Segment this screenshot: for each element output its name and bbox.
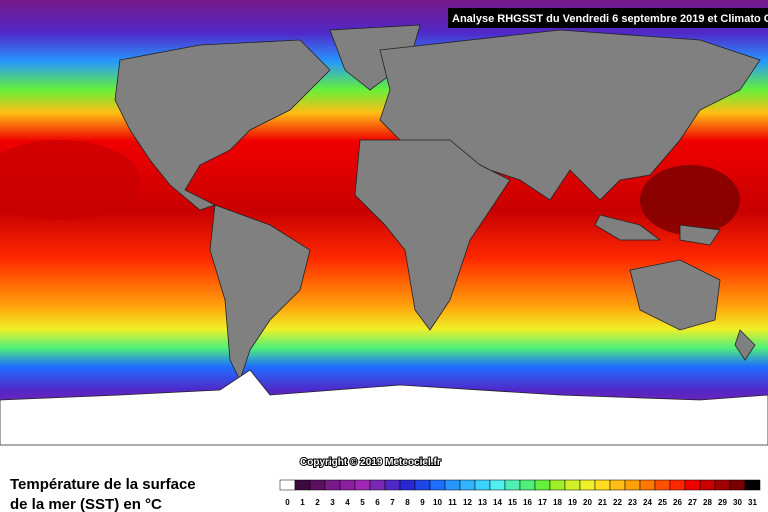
legend-swatch bbox=[639, 479, 656, 491]
legend-swatch bbox=[564, 479, 581, 491]
legend-swatch bbox=[339, 479, 356, 491]
australia bbox=[629, 259, 721, 331]
legend-label: 8 bbox=[405, 498, 410, 507]
legend-swatch bbox=[414, 479, 431, 491]
legend-label: 11 bbox=[448, 498, 457, 507]
legend-swatch bbox=[444, 479, 461, 491]
legend-swatch bbox=[669, 479, 686, 491]
south-america bbox=[209, 204, 311, 382]
indonesia bbox=[594, 214, 662, 241]
legend-label: 27 bbox=[688, 498, 697, 507]
legend-swatch bbox=[744, 479, 761, 491]
legend-swatch bbox=[714, 479, 731, 491]
legend-swatch bbox=[504, 479, 521, 491]
legend-label: 16 bbox=[523, 498, 532, 507]
credit: Copyright © 2019 Meteociel.fr bbox=[300, 457, 441, 468]
warm-pool bbox=[0, 140, 140, 220]
legend-swatch bbox=[654, 479, 671, 491]
legend-swatch bbox=[699, 479, 716, 491]
legend-swatch bbox=[594, 479, 611, 491]
legend-label: 31 bbox=[748, 498, 757, 507]
legend-label: 17 bbox=[538, 498, 547, 507]
legend-swatch bbox=[624, 479, 641, 491]
legend-swatch bbox=[489, 479, 506, 491]
legend-swatch bbox=[549, 479, 566, 491]
legend-label: 23 bbox=[628, 498, 637, 507]
legend-label: 15 bbox=[508, 498, 517, 507]
legend-label: 25 bbox=[658, 498, 667, 507]
north-america bbox=[114, 39, 331, 211]
legend-swatch bbox=[429, 479, 446, 491]
legend-label: 9 bbox=[420, 498, 425, 507]
legend-swatch bbox=[384, 479, 401, 491]
legend-label: 13 bbox=[478, 498, 487, 507]
legend-label: 18 bbox=[553, 498, 562, 507]
legend-label: 1 bbox=[300, 498, 305, 507]
legend-label: 24 bbox=[643, 498, 652, 507]
legend-label: 14 bbox=[493, 498, 502, 507]
header-box bbox=[448, 8, 768, 28]
header-title: Analyse RHGSST du Vendredi 6 septembre 2… bbox=[452, 13, 768, 25]
legend-label: 28 bbox=[703, 498, 712, 507]
legend-swatch bbox=[399, 479, 416, 491]
legend-swatch bbox=[474, 479, 491, 491]
legend-label: 10 bbox=[433, 498, 442, 507]
legend-swatch bbox=[729, 479, 746, 491]
legend-label: 20 bbox=[583, 498, 592, 507]
legend-label: 3 bbox=[330, 498, 335, 507]
legend-label: 26 bbox=[673, 498, 682, 507]
new-zealand bbox=[734, 329, 756, 361]
antarctica bbox=[0, 369, 768, 446]
legend-swatch bbox=[519, 479, 536, 491]
legend-label: 7 bbox=[390, 498, 395, 507]
warm-pool bbox=[640, 165, 740, 235]
legend-label: 29 bbox=[718, 498, 727, 507]
legend-swatch bbox=[369, 479, 386, 491]
legend-swatch bbox=[579, 479, 596, 491]
legend-swatch bbox=[459, 479, 476, 491]
legend-label: 12 bbox=[463, 498, 472, 507]
legend-swatch bbox=[309, 479, 326, 491]
legend-label: 5 bbox=[360, 498, 365, 507]
legend-swatch bbox=[354, 479, 371, 491]
legend-label: 21 bbox=[598, 498, 607, 507]
legend-swatch bbox=[534, 479, 551, 491]
footer-title: Température de la surface bbox=[10, 476, 196, 493]
legend-swatch bbox=[684, 479, 701, 491]
legend: 0 1 2 3 4 5 6 7 8 9 10 11 12 13 14 15 16 17 18 19 20 21 22 23 24… bbox=[279, 479, 761, 507]
legend-swatch bbox=[294, 479, 311, 491]
legend-swatch bbox=[279, 479, 296, 491]
footer bbox=[0, 470, 768, 512]
new-guinea bbox=[679, 224, 721, 246]
legend-swatch bbox=[609, 479, 626, 491]
legend-swatch bbox=[324, 479, 341, 491]
legend-label: 2 bbox=[315, 498, 320, 507]
legend-label: 19 bbox=[568, 498, 577, 507]
legend-label: 4 bbox=[345, 498, 350, 507]
africa bbox=[354, 139, 511, 331]
footer-title: de la mer (SST) en °C bbox=[10, 496, 162, 512]
legend-label: 0 bbox=[285, 498, 290, 507]
legend-label: 6 bbox=[375, 498, 380, 507]
legend-label: 30 bbox=[733, 498, 742, 507]
legend-label: 22 bbox=[613, 498, 622, 507]
